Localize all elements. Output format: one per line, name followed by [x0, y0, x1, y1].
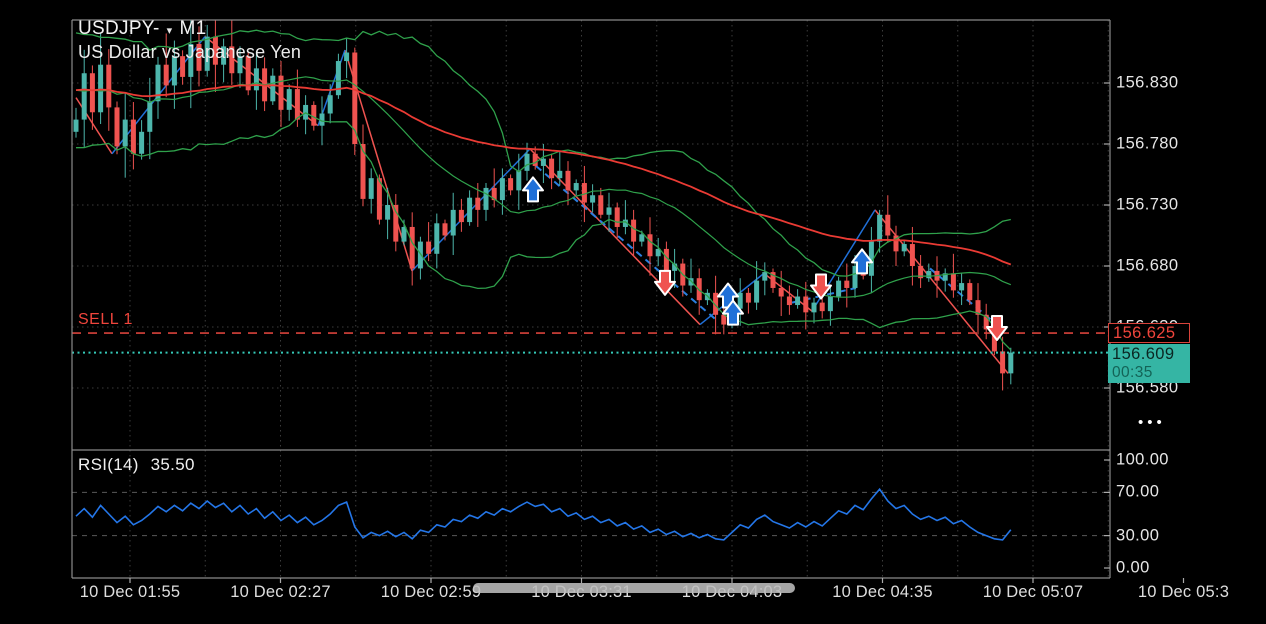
- current-price-badge: 156.609 00:35: [1108, 343, 1190, 383]
- axis-ticks: [129, 82, 1185, 583]
- bollinger-lower-line: [75, 112, 1012, 351]
- time-axis-label: 10 Dec 02:59: [380, 583, 482, 601]
- time-axis-label: 10 Dec 04:35: [832, 583, 933, 601]
- chart-frame: [71, 19, 1111, 579]
- rsi-axis-label: 70.00: [1116, 482, 1160, 501]
- price-axis-label: 156.580: [1116, 378, 1179, 397]
- bollinger-middle-line: [75, 76, 1012, 298]
- sell-price-badge: 156.625: [1108, 323, 1190, 344]
- sell-arrow-icon: [654, 269, 676, 296]
- sell-arrow-icon: [810, 273, 832, 300]
- rsi-axis-label: 100.00: [1116, 450, 1169, 469]
- bar-countdown: 00:35: [1112, 363, 1153, 381]
- more-options-icon[interactable]: •••: [1138, 414, 1166, 431]
- trailing-dashed-segments: [535, 165, 1005, 332]
- rsi-axis-label: 0.00: [1116, 558, 1150, 577]
- symbol-selector[interactable]: USDJPY- ▾ M1: [78, 18, 206, 40]
- price-axis-label: 156.680: [1116, 256, 1179, 275]
- price-axis-label: 156.830: [1116, 73, 1179, 92]
- rsi-value: 35.50: [150, 455, 195, 474]
- trade-arrows: [522, 176, 1008, 341]
- bollinger-upper-line: [75, 29, 1011, 277]
- zigzag-up-segments: [111, 36, 876, 326]
- buy-arrow-icon: [722, 299, 744, 326]
- rsi-indicator-label: RSI(14) 35.50: [78, 455, 195, 475]
- chevron-down-icon: ▾: [166, 24, 173, 37]
- moving-average-line: [75, 84, 1012, 266]
- time-axis-label: 10 Dec 02:27: [230, 583, 331, 601]
- horizontal-scrollbar[interactable]: [473, 583, 795, 593]
- price-axis-label: 156.780: [1116, 134, 1179, 153]
- grid: [72, 20, 1110, 578]
- rsi-name: RSI(14): [78, 455, 139, 474]
- symbol-name: USDJPY-: [78, 18, 160, 39]
- buy-arrow-icon: [851, 248, 873, 275]
- time-axis-label: 10 Dec 05:3: [1137, 583, 1230, 601]
- timeframe-label: M1: [179, 18, 207, 39]
- time-axis-label: 10 Dec 01:55: [79, 583, 181, 601]
- rsi-axis-label: 30.00: [1116, 526, 1160, 545]
- open-position-label: SELL 1: [78, 311, 133, 328]
- time-axis-label: 10 Dec 05:07: [982, 583, 1084, 601]
- sell-arrow-icon: [986, 315, 1008, 341]
- buy-arrow-icon: [522, 176, 544, 203]
- price-axis-label: 156.730: [1116, 195, 1179, 214]
- current-price-value: 156.609: [1112, 344, 1175, 363]
- symbol-description: US Dollar vs Japanese Yen: [78, 42, 302, 62]
- rsi-line: [75, 487, 1012, 541]
